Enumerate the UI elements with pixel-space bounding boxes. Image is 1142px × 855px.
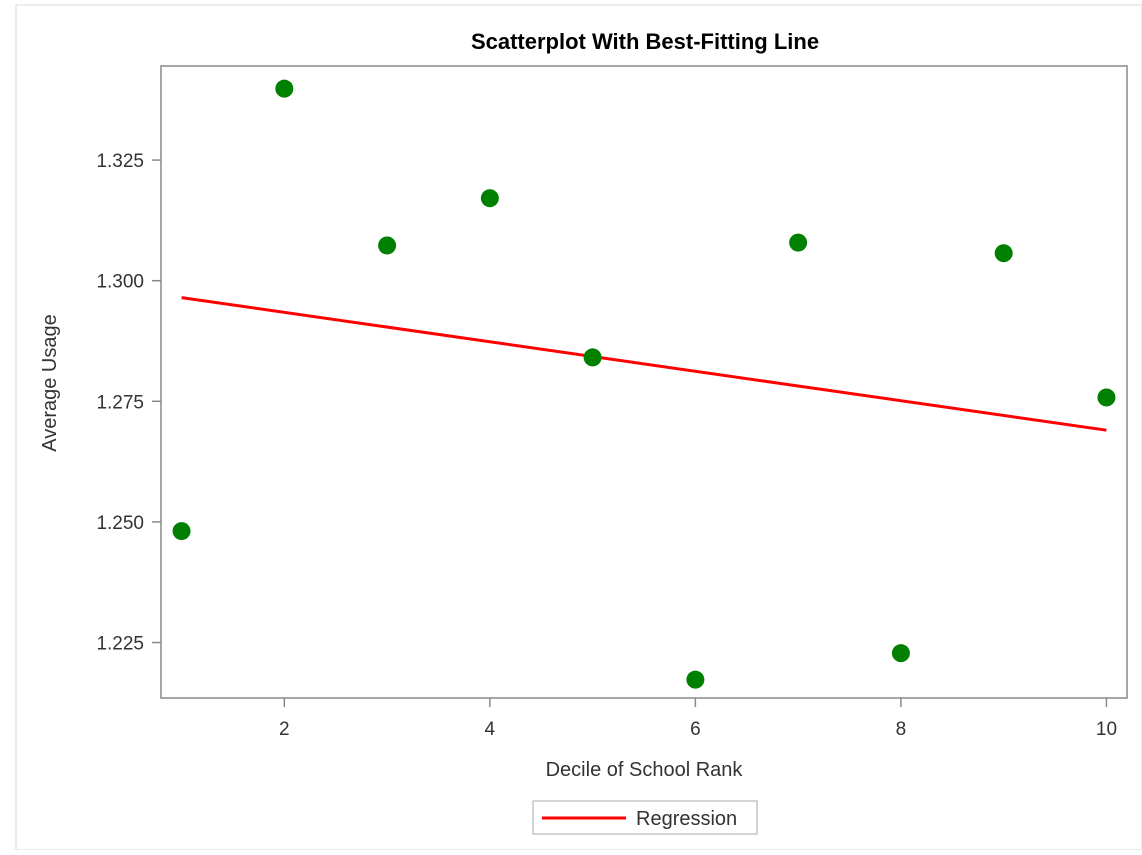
legend-regression-label: Regression bbox=[636, 808, 737, 830]
plot-area bbox=[160, 65, 1128, 699]
y-axis-label: Average Usage bbox=[39, 314, 61, 452]
data-point bbox=[891, 644, 910, 663]
scatter-points bbox=[172, 79, 1116, 689]
data-point bbox=[172, 522, 191, 541]
data-point bbox=[275, 79, 294, 98]
x-tick-label: 8 bbox=[896, 719, 907, 740]
data-point bbox=[583, 348, 602, 367]
x-tick-label: 4 bbox=[485, 719, 496, 740]
data-point bbox=[1097, 388, 1116, 407]
regression-layer bbox=[181, 296, 1107, 432]
y-tick-label: 1.250 bbox=[96, 513, 144, 534]
legend-box bbox=[532, 800, 758, 835]
data-point bbox=[994, 244, 1013, 263]
x-axis: 2 4 6 8 10 bbox=[279, 698, 1117, 740]
regression-line bbox=[181, 296, 1107, 432]
data-point bbox=[789, 233, 808, 252]
x-tick-label: 10 bbox=[1096, 719, 1117, 740]
x-axis-label: Decile of School Rank bbox=[546, 759, 744, 781]
figure-border bbox=[15, 4, 1142, 851]
chart-title: Scatterplot With Best-Fitting Line bbox=[471, 29, 819, 54]
x-tick-label: 6 bbox=[690, 719, 701, 740]
y-tick-label: 1.325 bbox=[96, 151, 144, 172]
y-axis: 1.225 1.250 1.275 1.300 1.325 bbox=[96, 151, 161, 655]
y-tick-label: 1.275 bbox=[96, 392, 144, 413]
data-point bbox=[686, 670, 705, 689]
legend: Regression bbox=[532, 800, 758, 835]
y-tick-label: 1.225 bbox=[96, 634, 144, 655]
data-point bbox=[480, 189, 499, 208]
data-point bbox=[378, 236, 397, 255]
y-tick-label: 1.300 bbox=[96, 272, 144, 293]
x-tick-label: 2 bbox=[279, 719, 290, 740]
